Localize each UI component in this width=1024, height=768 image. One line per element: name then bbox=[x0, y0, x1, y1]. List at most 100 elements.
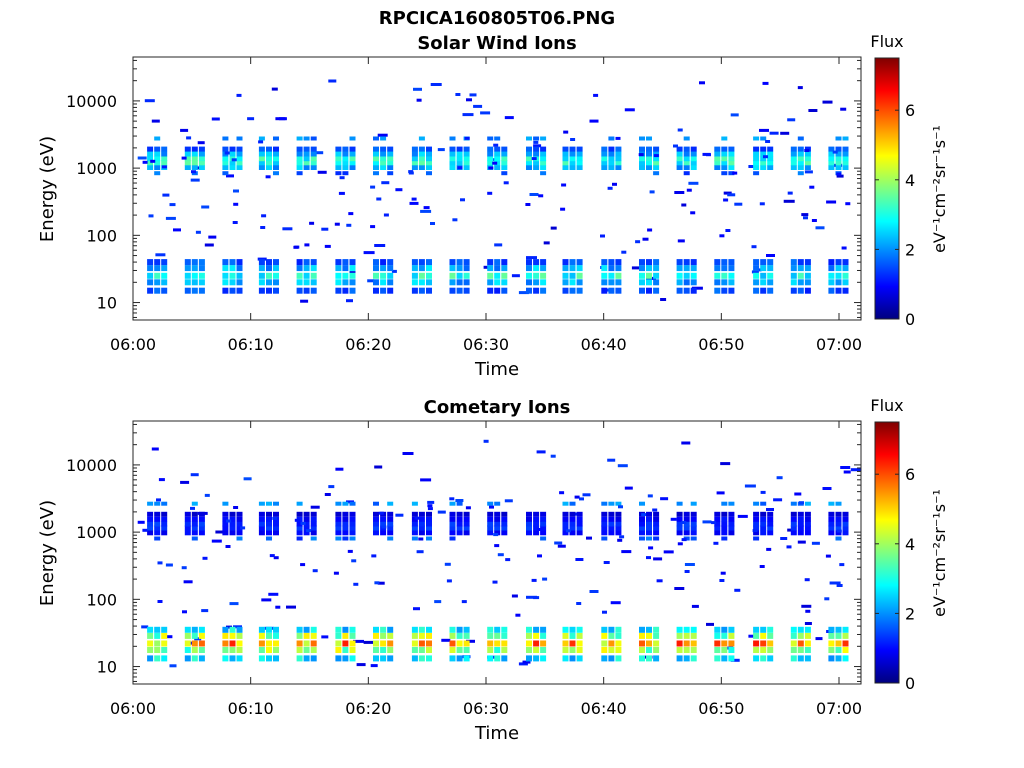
flux-cell bbox=[303, 272, 310, 279]
flux-cell bbox=[233, 202, 239, 206]
flux-cell bbox=[562, 516, 569, 522]
flux-cell bbox=[494, 287, 501, 294]
flux-cell bbox=[426, 536, 432, 541]
flux-cell bbox=[236, 632, 243, 639]
flux-cell bbox=[607, 458, 616, 462]
flux-cell bbox=[147, 279, 154, 286]
flux-cell bbox=[533, 146, 540, 152]
flux-cell bbox=[494, 279, 501, 286]
flux-cell bbox=[335, 511, 342, 517]
flux-cell bbox=[414, 516, 420, 520]
flux-cell bbox=[348, 212, 354, 216]
flux-cell bbox=[790, 287, 797, 294]
flux-cell bbox=[154, 626, 161, 633]
flux-cell bbox=[286, 605, 296, 609]
flux-cell bbox=[236, 536, 243, 541]
flux-cell bbox=[562, 160, 569, 166]
flux-cell bbox=[487, 151, 494, 157]
flux-cell bbox=[760, 521, 767, 527]
flux-cell bbox=[538, 194, 544, 198]
flux-cell bbox=[603, 288, 612, 292]
flux-cell bbox=[562, 156, 569, 162]
flux-cell bbox=[835, 655, 842, 662]
flux-cell bbox=[683, 156, 690, 162]
flux-cell bbox=[387, 501, 394, 506]
flux-cell bbox=[540, 171, 547, 176]
flux-cell bbox=[501, 151, 508, 157]
flux-cell bbox=[676, 647, 683, 653]
flux-cell bbox=[690, 655, 697, 662]
flux-cell bbox=[426, 525, 432, 531]
colorbar-tick-label: 6 bbox=[905, 101, 915, 120]
flux-cell bbox=[760, 165, 767, 170]
flux-cell bbox=[676, 626, 683, 633]
flux-cell bbox=[356, 663, 366, 667]
flux-cell bbox=[728, 279, 735, 286]
flux-cell bbox=[342, 279, 349, 286]
flux-cell bbox=[418, 537, 424, 541]
flux-cell bbox=[296, 632, 303, 639]
flux-cell bbox=[191, 265, 198, 272]
flux-cell bbox=[673, 144, 678, 148]
flux-cell bbox=[526, 160, 532, 166]
flux-cell bbox=[303, 279, 310, 286]
flux-cell bbox=[437, 148, 445, 152]
flux-cell bbox=[273, 632, 279, 639]
flux-cell bbox=[266, 165, 272, 170]
flux-cell bbox=[169, 664, 177, 668]
flux-cell bbox=[501, 287, 508, 294]
flux-cell bbox=[310, 521, 317, 527]
flux-cell bbox=[456, 525, 463, 531]
flux-cell bbox=[618, 505, 623, 509]
flux-cell bbox=[229, 626, 236, 633]
flux-cell bbox=[141, 625, 149, 629]
colorbar-tick-label: 0 bbox=[905, 310, 915, 329]
flux-cell bbox=[463, 626, 470, 633]
flux-cell bbox=[494, 521, 501, 527]
flux-cell bbox=[728, 521, 735, 527]
flux-cell bbox=[222, 287, 229, 294]
flux-cell bbox=[373, 287, 379, 294]
flux-cell bbox=[296, 647, 303, 653]
flux-cell bbox=[310, 265, 317, 272]
flux-cell bbox=[646, 556, 651, 560]
flux-cell bbox=[427, 504, 433, 508]
flux-cell bbox=[161, 156, 168, 162]
flux-cell bbox=[728, 160, 735, 166]
flux-cell bbox=[154, 265, 161, 272]
flux-cell bbox=[767, 655, 774, 662]
flux-cell bbox=[184, 160, 191, 166]
flux-cell bbox=[732, 171, 738, 175]
flux-cell bbox=[413, 607, 420, 611]
flux-cell bbox=[456, 530, 463, 536]
flux-cell bbox=[215, 530, 224, 534]
flux-cell bbox=[418, 626, 425, 633]
flux-cell bbox=[593, 93, 599, 97]
flux-cell bbox=[463, 156, 470, 162]
flux-cell bbox=[296, 501, 303, 506]
flux-cell bbox=[373, 279, 379, 286]
flux-cell bbox=[303, 165, 310, 170]
flux-cell bbox=[423, 206, 430, 210]
flux-cell bbox=[296, 536, 303, 541]
flux-cell bbox=[828, 521, 835, 527]
flux-cell bbox=[639, 647, 645, 653]
flux-cell bbox=[790, 626, 797, 633]
figure-title: RPCICA160805T06.PNG bbox=[379, 8, 615, 29]
flux-cell bbox=[716, 491, 725, 495]
flux-cell bbox=[147, 156, 154, 162]
flux-cell bbox=[258, 151, 265, 157]
flux-cell bbox=[767, 516, 774, 522]
flux-cell bbox=[184, 530, 191, 536]
flux-cell bbox=[737, 514, 748, 518]
flux-cell bbox=[804, 156, 811, 162]
flux-cell bbox=[456, 632, 463, 639]
colorbar-tick-label: 4 bbox=[905, 535, 915, 554]
flux-cell bbox=[835, 516, 842, 522]
flux-cell bbox=[676, 530, 683, 536]
flux-cell bbox=[805, 609, 811, 613]
flux-cell bbox=[576, 265, 583, 272]
flux-cell bbox=[601, 156, 608, 162]
flux-cell bbox=[303, 640, 310, 647]
flux-cell bbox=[728, 530, 735, 536]
